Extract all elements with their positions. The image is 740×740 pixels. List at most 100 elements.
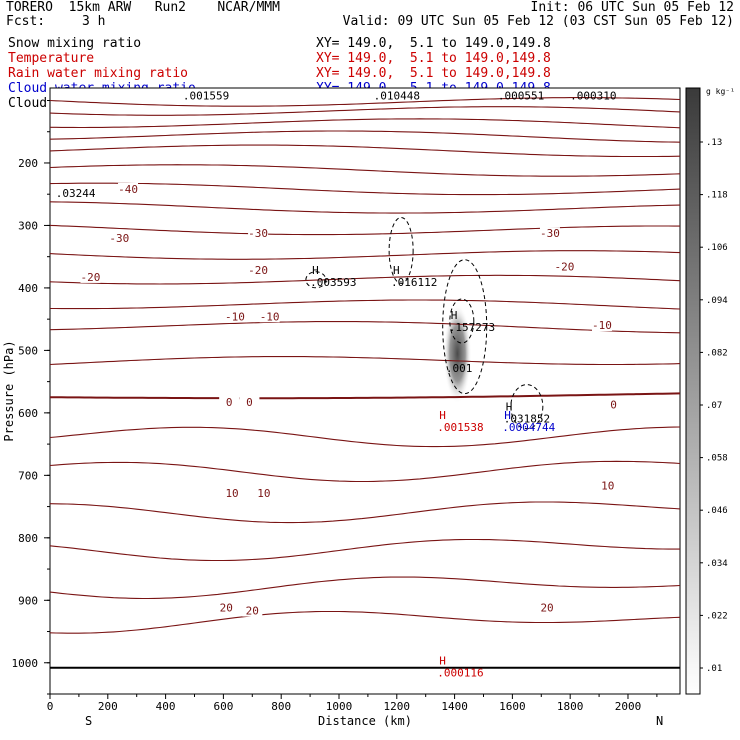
- x-tick-label: 1600: [499, 700, 526, 713]
- temperature-label-bg: [554, 260, 575, 273]
- temperature-label: -30: [248, 227, 268, 240]
- temperature-label-bg: [248, 264, 269, 277]
- y-axis-title: Pressure (hPa): [2, 340, 16, 441]
- ice-contour-inner: [449, 298, 475, 344]
- extremum-value: .010448: [374, 90, 420, 103]
- temperature-label-bg: [80, 270, 101, 283]
- legend-xy-2: XY= 149.0, 5.1 to 149.0,149.8: [316, 66, 551, 81]
- temperature-label-bg: [118, 182, 139, 195]
- extremum-value: .003593: [310, 276, 356, 289]
- ice-contour-upper: [388, 216, 414, 284]
- isotherm: [49, 130, 681, 143]
- extremum-value: .0004744: [502, 421, 555, 434]
- isotherm: [50, 118, 681, 129]
- y-tick-label: 700: [18, 469, 38, 482]
- plot-frame: [49, 87, 681, 695]
- legend-name-2: Rain water mixing ratio: [8, 66, 189, 81]
- isotherm: [49, 250, 681, 260]
- temperature-label-bg: [242, 604, 263, 617]
- extremum-value: .157273: [449, 321, 495, 334]
- isotherm: [49, 164, 681, 177]
- extremum-value: .000551: [498, 90, 544, 103]
- extremum-value: .001538: [437, 421, 483, 434]
- isotherm: [49, 97, 681, 107]
- temperature-label: 0: [246, 396, 253, 409]
- temperature-label: 10: [257, 487, 270, 500]
- colorbar-tick-label: .058: [706, 454, 728, 464]
- x-tick-label: 1800: [557, 700, 584, 713]
- isotherm: [49, 426, 681, 448]
- north-label: N: [656, 714, 663, 728]
- temperature-label: -30: [109, 232, 129, 245]
- legend-xy-0: XY= 149.0, 5.1 to 149.0,149.8: [316, 36, 551, 51]
- colorbar-tick-label: .118: [706, 191, 728, 201]
- temperature-label: -10: [225, 310, 245, 323]
- isotherm: [49, 321, 681, 334]
- forecast-hours: 3 h: [82, 14, 106, 29]
- y-tick-label: 300: [18, 219, 38, 232]
- temperature-label-bg: [248, 227, 269, 240]
- x-tick-label: 800: [271, 700, 291, 713]
- legend-name-0: Snow mixing ratio: [8, 36, 142, 51]
- isotherm: [49, 576, 681, 600]
- temperature-label-bg: [109, 232, 130, 245]
- temperature-label-bg: [597, 479, 618, 492]
- legend-xy-1: XY= 149.0, 5.1 to 149.0,149.8: [316, 51, 551, 66]
- y-tick-label: 600: [18, 407, 38, 420]
- colorbar-tick-label: .106: [706, 243, 728, 253]
- init-time: Init: 06 UTC Sun 05 Feb 12: [530, 0, 735, 15]
- isotherm: [50, 299, 681, 310]
- temperature-label-bg: [539, 227, 560, 240]
- temperature-label-bg: [603, 398, 624, 411]
- colorbar-tick-label: .082: [706, 348, 728, 358]
- extremum-marker: H: [312, 264, 319, 277]
- isotherm: [49, 144, 681, 158]
- y-tick-label: 500: [18, 344, 38, 357]
- snow-shading: [443, 303, 472, 404]
- isotherm: [49, 106, 681, 116]
- temperature-label-bg: [219, 395, 240, 408]
- extremum-marker: H: [451, 309, 458, 322]
- y-tick-label: 800: [18, 532, 38, 545]
- temperature-label-bg: [253, 487, 274, 500]
- header-line-1: TORERO 15km ARW Run2 NCAR/MMM: [6, 0, 280, 15]
- colorbar-tick-label: .01: [706, 664, 722, 674]
- ice-contour-core: [442, 259, 488, 395]
- temperature-label-bg: [224, 310, 245, 323]
- isotherm: [49, 201, 681, 214]
- extremum-value: .016112: [391, 276, 437, 289]
- temperature-label: -40: [118, 183, 138, 196]
- isotherm: [49, 501, 681, 524]
- temperature-label-bg: [239, 395, 260, 408]
- x-tick-label: 1400: [441, 700, 468, 713]
- extremum-value: .000116: [437, 667, 483, 680]
- temperature-label: 20: [246, 605, 259, 618]
- x-tick-label: 400: [156, 700, 176, 713]
- temperature-label: 20: [540, 601, 553, 614]
- isotherm: [49, 538, 680, 562]
- colorbar-unit: g kg⁻¹: [706, 87, 735, 96]
- isotherm: [49, 224, 680, 236]
- temperature-label-bg: [259, 310, 280, 323]
- extremum-marker: H: [504, 409, 511, 422]
- temperature-label-bg: [222, 487, 243, 500]
- isotherm: [49, 182, 681, 196]
- forecast-label: Fcst:: [6, 14, 46, 29]
- extremum-value: .001559: [183, 90, 229, 103]
- temperature-label: 0: [610, 398, 617, 411]
- extremum-marker: H: [439, 409, 446, 422]
- temperature-label-bg: [537, 601, 558, 614]
- y-tick-label: 400: [18, 282, 38, 295]
- temperature-label: 20: [220, 601, 233, 614]
- colorbar: [685, 87, 701, 695]
- x-tick-label: 1000: [326, 700, 353, 713]
- colorbar-tick-label: .094: [706, 296, 728, 306]
- x-tick-label: 200: [98, 700, 118, 713]
- x-tick-label: 1200: [384, 700, 411, 713]
- temperature-label: -20: [81, 271, 101, 284]
- colorbar-tick-label: .13: [706, 138, 722, 148]
- isotherm: [49, 274, 681, 285]
- extremum-marker: H: [439, 655, 446, 668]
- valid-time: Valid: 09 UTC Sun 05 Feb 12 (03 CST Sun …: [342, 14, 734, 29]
